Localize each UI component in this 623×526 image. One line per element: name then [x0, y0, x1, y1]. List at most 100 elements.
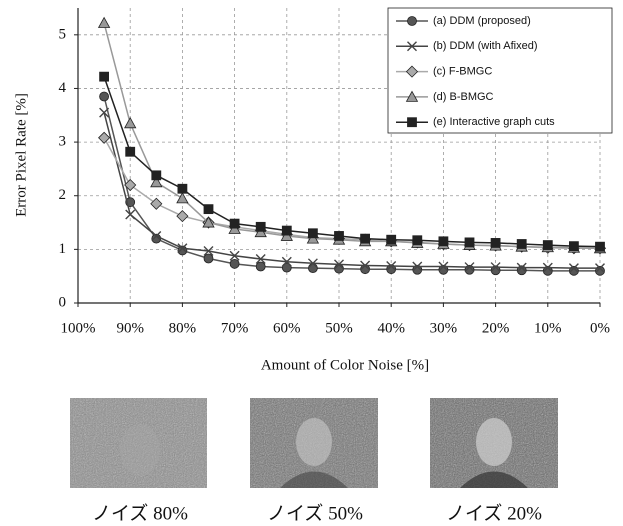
marker: [203, 204, 214, 215]
x-tick-label: 0%: [590, 320, 610, 336]
marker: [595, 263, 605, 274]
marker: [407, 16, 417, 26]
marker: [98, 131, 111, 144]
marker: [386, 260, 397, 271]
marker: [255, 254, 266, 265]
x-tick-label: 10%: [534, 320, 562, 336]
marker: [177, 243, 188, 254]
marker: [124, 116, 137, 129]
marker: [281, 262, 292, 273]
marker: [542, 262, 553, 273]
x-tick-label: 100%: [61, 320, 96, 336]
y-tick-label: 1: [59, 241, 67, 257]
thumbnail: [430, 398, 558, 488]
marker: [405, 65, 419, 78]
marker: [125, 209, 136, 220]
marker: [595, 241, 605, 252]
marker: [405, 90, 419, 102]
y-tick-label: 5: [59, 26, 67, 42]
legend: (a) DDM (proposed) (b) DDM (with Afixed) (…: [387, 7, 613, 134]
marker: [516, 239, 527, 249]
marker: [125, 146, 136, 157]
marker: [99, 107, 110, 118]
marker: [176, 192, 189, 204]
marker: [438, 264, 449, 275]
marker: [124, 178, 137, 192]
x-tick-label: 50%: [325, 320, 353, 336]
y-tick-label: 3: [59, 134, 67, 150]
legend-label: (d) B-BMGC: [433, 91, 494, 103]
x-tick-label: 20%: [482, 320, 510, 336]
marker: [307, 263, 318, 274]
thumbnail: [70, 398, 207, 488]
x-tick-label: 60%: [273, 320, 301, 336]
marker: [438, 236, 449, 247]
marker: [386, 234, 397, 245]
y-axis-label: Error Pixel Rate [%]: [13, 93, 29, 217]
marker: [307, 228, 318, 239]
marker: [412, 261, 423, 272]
marker: [281, 225, 292, 236]
marker: [360, 233, 371, 244]
marker: [229, 250, 240, 261]
marker: [542, 240, 553, 250]
marker: [412, 264, 423, 275]
marker: [203, 245, 214, 256]
legend-label: (a) DDM (proposed): [433, 15, 531, 27]
marker: [490, 262, 501, 273]
thumbnail: [250, 398, 378, 488]
legend-label: (e) Interactive graph cuts: [433, 116, 555, 128]
thumbnail-caption: ノイズ 50%: [267, 502, 363, 524]
marker: [202, 216, 215, 228]
marker: [229, 258, 240, 269]
y-tick-label: 4: [59, 80, 67, 96]
axis: [77, 8, 600, 304]
legend-label: (b) DDM (with Afixed): [433, 40, 538, 52]
marker: [334, 259, 344, 270]
thumbnail-caption: ノイズ 80%: [92, 502, 188, 524]
marker: [151, 230, 162, 241]
x-tick-label: 80%: [169, 320, 197, 336]
marker: [99, 71, 109, 82]
marker: [464, 237, 475, 248]
marker: [407, 41, 417, 52]
marker: [407, 117, 417, 128]
marker: [281, 256, 292, 267]
marker: [490, 238, 501, 248]
legend-label: (c) F-BMGC: [433, 66, 492, 78]
marker: [412, 235, 423, 246]
marker: [99, 91, 109, 102]
y-tick-label: 0: [59, 294, 67, 310]
y-tick-label: 2: [59, 187, 67, 203]
marker: [255, 261, 266, 272]
marker: [490, 265, 501, 276]
marker: [568, 263, 579, 274]
x-tick-label: 90%: [116, 320, 144, 336]
marker: [203, 253, 214, 264]
marker: [177, 183, 188, 194]
marker: [334, 263, 344, 274]
thumbnail-caption: ノイズ 20%: [446, 502, 542, 524]
marker: [97, 16, 111, 28]
marker: [307, 258, 318, 269]
x-tick-label: 70%: [221, 320, 249, 336]
marker: [334, 231, 344, 241]
marker: [150, 197, 163, 210]
marker: [464, 262, 475, 273]
marker: [542, 265, 553, 276]
marker: [569, 241, 579, 252]
marker: [151, 170, 162, 181]
x-tick-label: 30%: [430, 320, 458, 336]
marker: [176, 210, 189, 223]
marker: [150, 175, 163, 188]
legend-box: [387, 7, 613, 134]
marker: [229, 218, 240, 229]
marker: [516, 262, 527, 273]
marker: [386, 264, 397, 275]
x-axis-label: Amount of Color Noise [%]: [261, 357, 429, 373]
x-tick-label: 40%: [377, 320, 405, 336]
marker: [255, 221, 266, 232]
marker: [438, 261, 449, 272]
series-line: [103, 112, 600, 269]
